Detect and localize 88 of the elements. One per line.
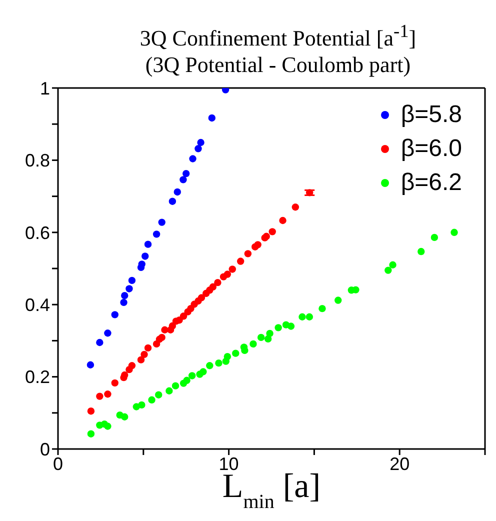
point: [87, 407, 95, 415]
point: [183, 376, 190, 384]
point: [232, 350, 240, 357]
point: [209, 283, 217, 291]
point: [206, 362, 214, 370]
point: [174, 188, 181, 196]
legend-label: β=5.8: [400, 100, 462, 130]
point: [96, 392, 104, 400]
point: [168, 322, 176, 330]
point: [306, 189, 314, 196]
point: [224, 352, 232, 360]
chart-title: 3Q Confinement Potential [a$^{-1}$]: [138, 20, 418, 52]
point: [104, 330, 112, 337]
y-tick-label: 0.4: [24, 294, 50, 315]
point: [215, 359, 222, 367]
point: [144, 240, 152, 248]
point: [418, 248, 425, 256]
point: [306, 313, 314, 320]
point: [148, 396, 156, 404]
point: [158, 334, 166, 342]
point: [189, 155, 196, 162]
point: [194, 145, 202, 152]
point: [128, 362, 136, 370]
point: [120, 298, 128, 306]
point: [274, 324, 282, 332]
point: [188, 372, 196, 380]
point: [228, 266, 236, 273]
point: [208, 114, 216, 122]
point: [121, 413, 128, 420]
point: [126, 285, 133, 292]
point: [172, 382, 180, 390]
point: [384, 266, 392, 274]
point: [86, 361, 94, 368]
y-tick-label: 0: [40, 439, 50, 460]
point: [140, 350, 148, 358]
point: [137, 356, 145, 364]
point: [111, 311, 118, 318]
point: [266, 330, 274, 338]
point: [430, 234, 438, 242]
point: [182, 170, 190, 178]
point: [168, 198, 176, 205]
point: [292, 204, 300, 211]
point: [144, 344, 152, 352]
point: [104, 390, 112, 398]
point: [298, 313, 306, 320]
point: [244, 250, 252, 258]
point: [318, 304, 326, 312]
point: [257, 334, 265, 342]
point: [96, 338, 104, 346]
chart-subtitle: (3Q Potential - Coulomb part): [144, 51, 412, 78]
point: [352, 286, 360, 294]
point: [287, 322, 295, 330]
point: [224, 270, 232, 278]
legend-label: β=6.2: [400, 168, 462, 198]
point: [200, 368, 207, 376]
x-tick-label: 0: [52, 454, 64, 474]
point: [128, 276, 136, 284]
x-tick-label: 20: [390, 454, 410, 474]
point: [198, 294, 206, 302]
point: [450, 228, 458, 236]
point: [152, 230, 160, 238]
y-tick-label: 0.6: [24, 222, 50, 243]
point: [250, 340, 257, 348]
y-tick-label: 1: [40, 78, 50, 98]
point: [121, 292, 128, 300]
point: [166, 387, 173, 394]
point: [138, 401, 146, 409]
point: [268, 228, 276, 236]
point: [214, 278, 222, 286]
x-tick-label: 10: [218, 454, 239, 474]
point: [334, 296, 342, 304]
point: [104, 422, 112, 430]
point: [87, 430, 95, 438]
point: [197, 138, 204, 146]
point: [155, 391, 162, 398]
point: [389, 261, 396, 268]
point: [142, 252, 149, 260]
point: [180, 312, 188, 320]
point: [236, 258, 244, 265]
y-tick-label: 0.2: [24, 367, 50, 388]
point: [158, 218, 166, 226]
legend-label: β=6.0: [400, 134, 462, 164]
point: [138, 260, 146, 268]
point: [254, 241, 262, 248]
point: [180, 176, 187, 184]
point: [111, 379, 118, 387]
point: [279, 216, 286, 224]
y-tick-label: 0.8: [24, 150, 50, 171]
